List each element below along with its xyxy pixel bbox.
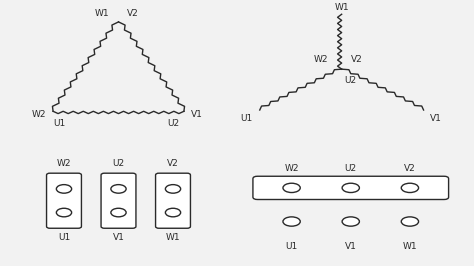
- Circle shape: [165, 208, 181, 217]
- Text: U1: U1: [53, 119, 65, 128]
- Circle shape: [283, 183, 300, 193]
- Text: V1: V1: [191, 110, 202, 119]
- Text: U2: U2: [112, 159, 125, 168]
- Text: U1: U1: [58, 232, 70, 242]
- Text: W1: W1: [402, 242, 417, 251]
- Text: V1: V1: [430, 114, 442, 123]
- Circle shape: [165, 185, 181, 193]
- Text: U2: U2: [344, 76, 356, 85]
- Circle shape: [283, 217, 300, 226]
- Circle shape: [111, 185, 126, 193]
- Text: W2: W2: [313, 55, 328, 64]
- Circle shape: [401, 183, 419, 193]
- Circle shape: [56, 208, 72, 217]
- Text: V2: V2: [404, 164, 416, 173]
- FancyBboxPatch shape: [101, 173, 136, 228]
- Text: W1: W1: [166, 232, 180, 242]
- Text: U2: U2: [345, 164, 357, 173]
- FancyBboxPatch shape: [46, 173, 82, 228]
- Circle shape: [111, 208, 126, 217]
- FancyBboxPatch shape: [155, 173, 191, 228]
- Text: W2: W2: [284, 164, 299, 173]
- Text: V2: V2: [167, 159, 179, 168]
- FancyBboxPatch shape: [253, 176, 448, 200]
- Text: W1: W1: [334, 3, 349, 12]
- Circle shape: [342, 217, 359, 226]
- Circle shape: [56, 185, 72, 193]
- Circle shape: [342, 183, 359, 193]
- Text: W2: W2: [32, 110, 46, 119]
- Text: U1: U1: [285, 242, 298, 251]
- Circle shape: [401, 217, 419, 226]
- Text: V2: V2: [127, 9, 139, 18]
- Text: V1: V1: [345, 242, 357, 251]
- Text: U1: U1: [241, 114, 253, 123]
- Text: V2: V2: [351, 55, 363, 64]
- Text: W2: W2: [57, 159, 71, 168]
- Text: U2: U2: [167, 119, 180, 128]
- Text: W1: W1: [95, 9, 110, 18]
- Text: V1: V1: [112, 232, 125, 242]
